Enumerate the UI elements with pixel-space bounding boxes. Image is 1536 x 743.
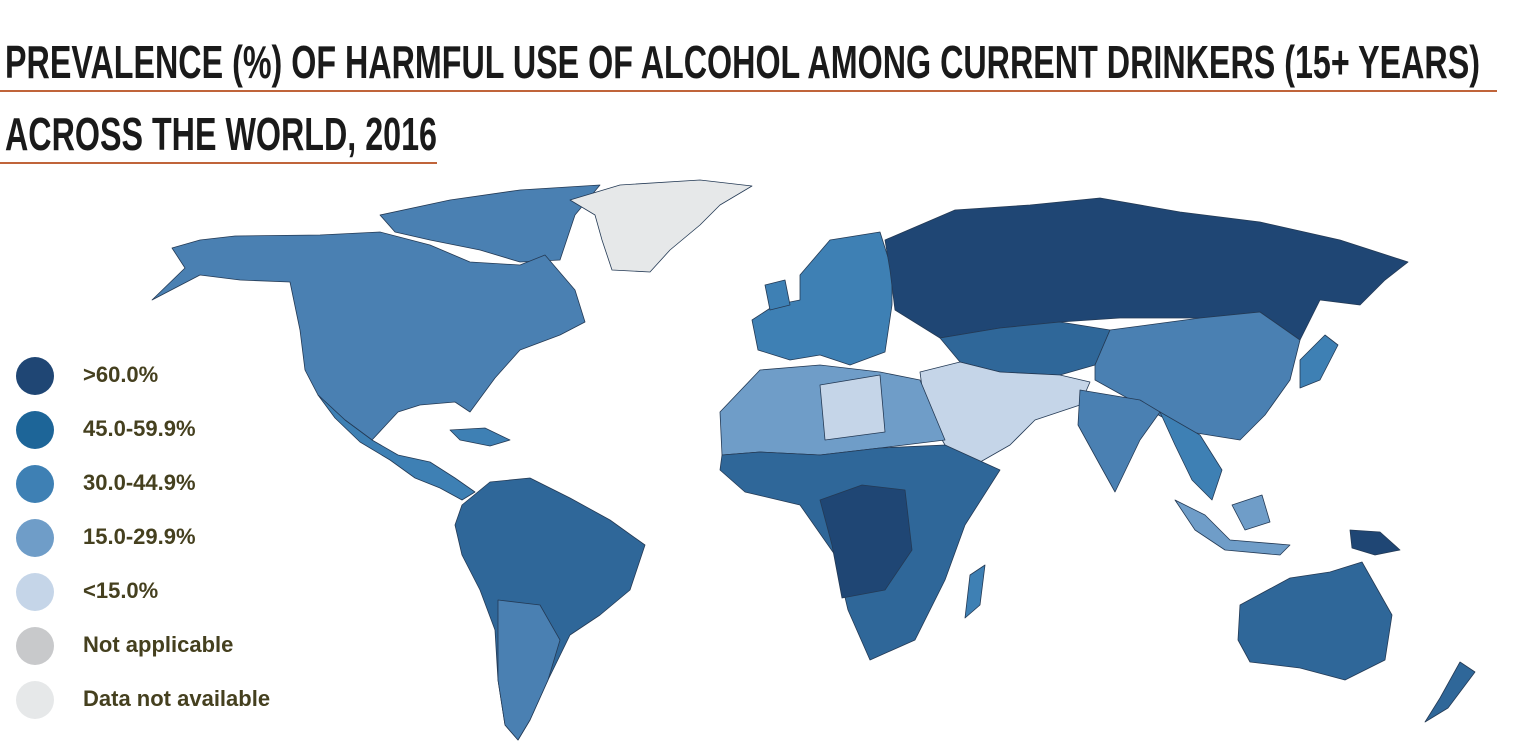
north-america	[151, 231, 586, 441]
legend-label: Not applicable	[83, 632, 233, 657]
legend: >60.0% 45.0-59.9% 30.0-44.9% 15.0-29.9% <15.…	[16, 357, 270, 719]
british-isles	[764, 279, 791, 311]
legend-swatch	[16, 573, 54, 611]
russia	[884, 197, 1409, 341]
legend-swatch	[16, 357, 54, 395]
legend-label: Data not available	[83, 686, 270, 711]
australia	[1237, 561, 1393, 681]
title-line: PREVALENCE (%) OF HARMFUL USE OF ALCOHOL…	[5, 36, 1480, 88]
borneo	[1231, 494, 1271, 531]
japan	[1299, 334, 1339, 389]
papua-new-guinea	[1349, 529, 1401, 556]
sahara-low	[819, 374, 886, 441]
south-asia	[1077, 389, 1161, 493]
southern-cone	[497, 599, 561, 741]
legend-label: <15.0%	[83, 578, 158, 603]
legend-label: 45.0-59.9%	[83, 416, 196, 441]
legend-label: >60.0%	[83, 362, 158, 387]
legend-swatch	[16, 681, 54, 719]
legend-label: 15.0-29.9%	[83, 524, 196, 549]
central-america	[317, 394, 476, 501]
legend-swatch	[16, 627, 54, 665]
legend-swatch	[16, 519, 54, 557]
caribbean	[449, 427, 511, 447]
southeast-asia	[1159, 411, 1223, 501]
indonesia	[1174, 499, 1291, 556]
legend-swatch	[16, 411, 54, 449]
world-map	[151, 179, 1476, 741]
south-america	[454, 477, 646, 741]
title-block: PREVALENCE (%) OF HARMFUL USE OF ALCOHOL…	[0, 36, 1497, 164]
greenland	[569, 179, 753, 273]
title-line: ACROSS THE WORLD, 2016	[5, 108, 437, 160]
madagascar	[964, 564, 986, 619]
arctic-islands	[379, 184, 601, 263]
legend-label: 30.0-44.9%	[83, 470, 196, 495]
central-africa	[819, 484, 913, 599]
new-zealand	[1424, 661, 1476, 723]
legend-swatch	[16, 465, 54, 503]
